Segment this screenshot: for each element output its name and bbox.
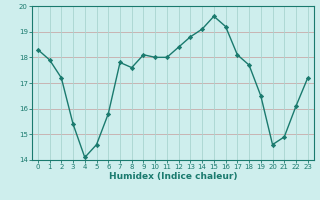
X-axis label: Humidex (Indice chaleur): Humidex (Indice chaleur) xyxy=(108,172,237,181)
